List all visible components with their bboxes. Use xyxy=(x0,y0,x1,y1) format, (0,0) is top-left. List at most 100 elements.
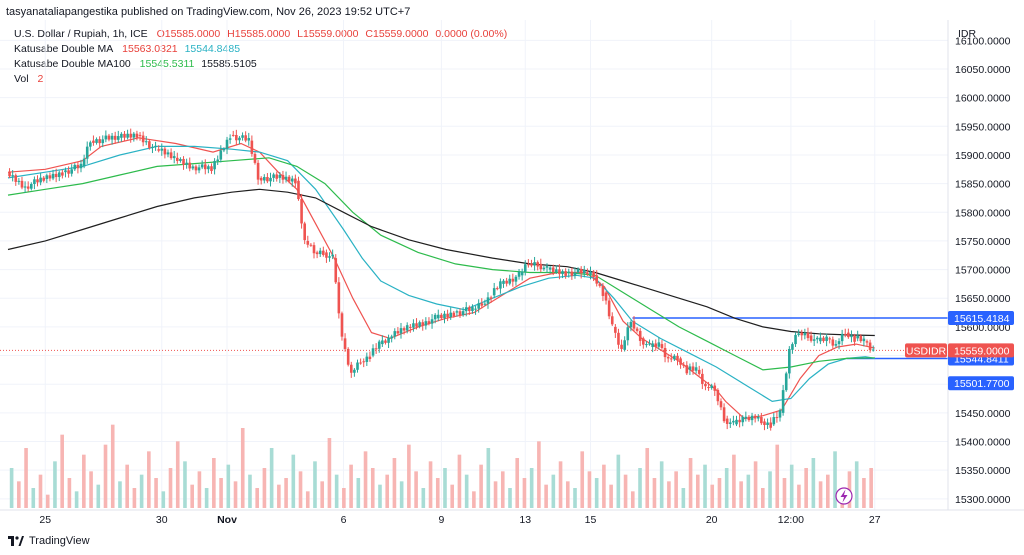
volume-bar xyxy=(457,454,462,508)
candle-body xyxy=(409,326,412,328)
candle-body xyxy=(788,348,791,374)
price-axis[interactable]: 16100.0000 16050.0000 16000.0000 15950.0000… xyxy=(955,35,1011,505)
candle-body xyxy=(536,262,539,267)
currency-label: IDR xyxy=(958,28,977,40)
grid-lines xyxy=(0,20,948,510)
volume-bar xyxy=(428,461,433,508)
volume-bar xyxy=(710,484,715,508)
candle-body xyxy=(843,333,847,335)
volume-bar xyxy=(45,494,50,508)
footer-brand[interactable]: TradingView xyxy=(8,535,90,547)
volume-bar xyxy=(486,448,491,508)
volume-bar xyxy=(464,474,469,508)
candle-body xyxy=(499,281,502,289)
volume-bar xyxy=(168,468,173,508)
volume-bar xyxy=(161,491,166,508)
candle-body xyxy=(138,134,142,136)
candle-body xyxy=(548,267,552,270)
volume-bar xyxy=(529,468,534,508)
candle-body xyxy=(756,416,760,419)
y-tick-label: 15900.0000 xyxy=(955,150,1011,162)
volume-bar xyxy=(190,484,194,508)
y-tick-label: 15400.0000 xyxy=(955,437,1011,449)
candle-body xyxy=(828,338,832,340)
volume-bar xyxy=(284,478,288,508)
volume-bar xyxy=(667,481,671,508)
candle-body xyxy=(763,421,766,425)
candle-body xyxy=(486,297,490,304)
candle-body xyxy=(315,252,319,255)
candle-body xyxy=(468,307,471,312)
volume-bar xyxy=(67,478,72,508)
volume-bar xyxy=(320,481,325,508)
candle-body xyxy=(359,362,362,364)
candle-body xyxy=(26,186,30,189)
candle-body xyxy=(691,366,695,371)
candle-body xyxy=(107,135,111,140)
candle-body xyxy=(154,145,157,147)
ohlc-high: 15585.0000 xyxy=(234,28,291,40)
current-price-label-text: 15559.0000 xyxy=(954,345,1010,357)
candle-body xyxy=(642,338,645,345)
candle-body xyxy=(275,174,279,179)
candle-body xyxy=(523,264,527,272)
ohlc-close: 15559.0000 xyxy=(372,28,429,40)
candle-body xyxy=(98,139,101,144)
candle-body xyxy=(126,133,129,138)
volume-bar xyxy=(154,478,158,508)
candle-body xyxy=(856,335,859,339)
candle-body xyxy=(281,174,285,180)
time-axis[interactable]: 25 30 Nov 6 9 13 15 20 12:00 27 xyxy=(39,514,880,526)
volume-bar xyxy=(443,468,447,508)
candle-body xyxy=(502,280,505,284)
candle-body xyxy=(272,174,275,178)
candle-body xyxy=(151,146,154,148)
candle-body xyxy=(17,180,21,182)
candle-body xyxy=(620,344,623,349)
candle-body xyxy=(374,348,378,350)
candle-body xyxy=(222,148,226,151)
symbol-title: U.S. Dollar / Rupiah, 1h, ICE xyxy=(14,28,148,40)
candle-body xyxy=(20,180,24,188)
candle-body xyxy=(331,254,334,257)
candle-body xyxy=(666,357,670,359)
candle-body xyxy=(250,140,254,154)
candle-body xyxy=(110,135,114,140)
volume-bar xyxy=(248,474,252,508)
candle-body xyxy=(241,135,244,138)
volume-bar xyxy=(746,474,751,508)
volume-bar xyxy=(493,481,498,508)
candle-body xyxy=(614,326,617,333)
ohlc-open-label: O xyxy=(156,28,165,40)
candle-body xyxy=(440,314,443,319)
volume-bar xyxy=(313,461,317,508)
candle-body xyxy=(819,337,822,342)
candle-body xyxy=(30,184,33,189)
candle-body xyxy=(123,133,126,138)
candle-body xyxy=(418,322,421,327)
candle-body xyxy=(514,276,518,282)
volume-bar xyxy=(399,481,404,508)
volume-bar xyxy=(797,484,801,508)
lightning-icon[interactable] xyxy=(835,487,853,505)
candle-body xyxy=(85,146,89,159)
volume-bar xyxy=(204,488,209,508)
candle-body xyxy=(36,179,39,183)
candle-body xyxy=(732,420,735,423)
candle-body xyxy=(14,175,18,182)
candle-body xyxy=(179,158,182,161)
candle-body xyxy=(458,311,462,316)
candle-body xyxy=(79,163,83,169)
legend-vol-row: Vol 2 xyxy=(14,72,507,87)
candle-body xyxy=(744,416,748,419)
volume-bar xyxy=(472,491,476,508)
volume-bar xyxy=(147,451,151,508)
volume-bar xyxy=(580,451,585,508)
y-tick-label: 16000.0000 xyxy=(955,93,1011,105)
candle-body xyxy=(89,142,92,147)
volume-bar xyxy=(811,458,816,508)
ma-series-line xyxy=(7,157,875,371)
candle-body xyxy=(794,334,797,345)
candle-body xyxy=(176,157,179,161)
